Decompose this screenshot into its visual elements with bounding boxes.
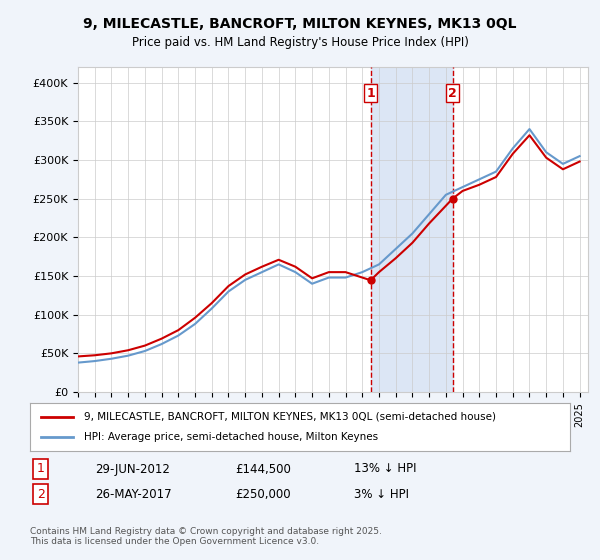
Text: 1: 1 [366,87,375,100]
Text: 2: 2 [448,87,457,100]
Text: 3% ↓ HPI: 3% ↓ HPI [354,488,409,501]
Bar [371,67,452,392]
Text: 26-MAY-2017: 26-MAY-2017 [95,488,172,501]
Text: 2: 2 [37,488,45,501]
Text: £144,500: £144,500 [235,463,291,475]
Text: Price paid vs. HM Land Registry's House Price Index (HPI): Price paid vs. HM Land Registry's House … [131,36,469,49]
Text: Contains HM Land Registry data © Crown copyright and database right 2025.
This d: Contains HM Land Registry data © Crown c… [30,526,382,546]
Text: 9, MILECASTLE, BANCROFT, MILTON KEYNES, MK13 0QL (semi-detached house): 9, MILECASTLE, BANCROFT, MILTON KEYNES, … [84,412,496,422]
Text: £250,000: £250,000 [235,488,291,501]
Text: 13% ↓ HPI: 13% ↓ HPI [354,463,416,475]
Text: HPI: Average price, semi-detached house, Milton Keynes: HPI: Average price, semi-detached house,… [84,432,378,442]
Text: 9, MILECASTLE, BANCROFT, MILTON KEYNES, MK13 0QL: 9, MILECASTLE, BANCROFT, MILTON KEYNES, … [83,17,517,31]
Text: 29-JUN-2012: 29-JUN-2012 [95,463,170,475]
Text: 1: 1 [37,463,45,475]
